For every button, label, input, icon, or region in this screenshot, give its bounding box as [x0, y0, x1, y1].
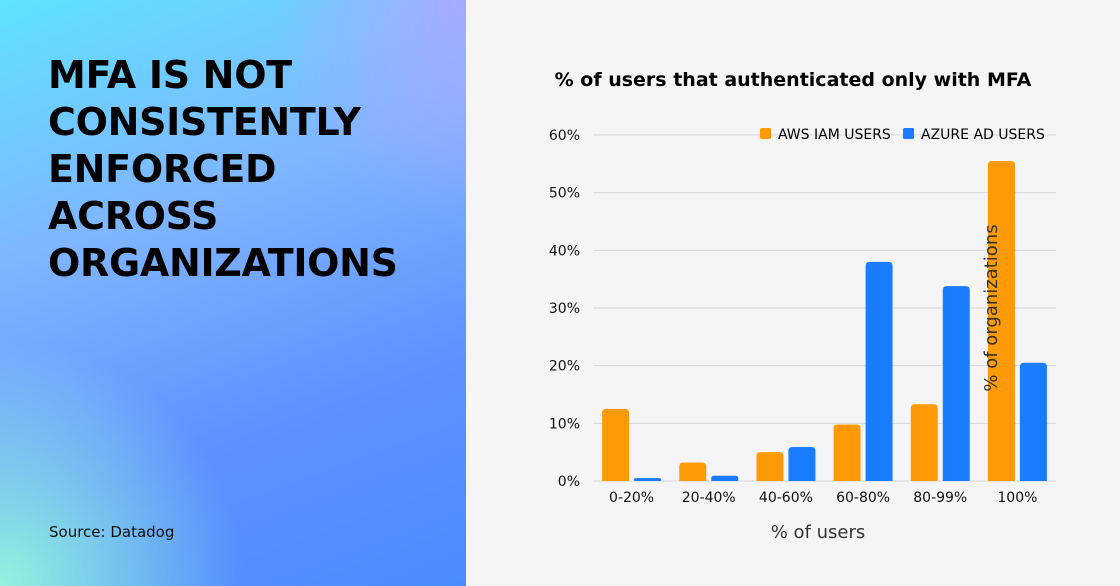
headline: MFA IS NOT CONSISTENTLY ENFORCED ACROSS …: [48, 53, 398, 285]
bar-aws-5: [987, 160, 1015, 481]
y-axis-label: % of organizations: [981, 224, 1002, 391]
bar-azure-5: [1019, 362, 1047, 481]
chart-panel: % of users that authenticated only with …: [466, 0, 1120, 586]
x-tick-layer: 0-20% 20-40% 40-60% 60-80% 80-99% 100%: [609, 490, 1037, 506]
legend: AWS IAM USERS AZURE AD USERS: [760, 127, 1045, 143]
legend-swatch-aws: [760, 128, 771, 139]
grid-layer: 0% 10% 20% 30% 40% 50% 60%: [549, 128, 1056, 490]
left-panel: MFA IS NOT CONSISTENTLY ENFORCED ACROSS …: [0, 0, 466, 586]
legend-swatch-azure: [903, 128, 914, 139]
y-tick-label: 20%: [549, 359, 580, 375]
x-tick-label: 100%: [997, 490, 1037, 506]
bar-azure-3: [865, 261, 893, 481]
legend-label-azure: AZURE AD USERS: [921, 127, 1045, 143]
bar-aws-2: [756, 452, 784, 481]
y-tick-label: 50%: [549, 186, 580, 202]
x-tick-label: 40-60%: [759, 490, 813, 506]
x-tick-label: 0-20%: [609, 490, 654, 506]
bar-chart: % of users that authenticated only with …: [549, 69, 1056, 543]
y-tick-label: 0%: [558, 474, 580, 490]
bar-aws-4: [910, 404, 938, 481]
bar-aws-1: [679, 462, 707, 481]
legend-label-aws: AWS IAM USERS: [778, 127, 891, 143]
bar-azure-2: [788, 446, 816, 481]
y-tick-label: 10%: [549, 416, 580, 432]
x-tick-label: 20-40%: [682, 490, 736, 506]
y-tick-label: 60%: [549, 128, 580, 144]
bar-aws-3: [833, 424, 861, 481]
x-tick-label: 80-99%: [913, 490, 967, 506]
y-tick-label: 40%: [549, 243, 580, 259]
bars-layer: [602, 160, 1047, 481]
bar-aws-0: [602, 408, 630, 481]
chart-title: % of users that authenticated only with …: [555, 69, 1032, 91]
bar-azure-4: [942, 286, 970, 481]
x-tick-label: 60-80%: [836, 490, 890, 506]
source-note: Source: Datadog: [49, 523, 175, 541]
y-tick-label: 30%: [549, 301, 580, 317]
bar-azure-1: [711, 475, 739, 481]
x-axis-label: % of users: [771, 522, 866, 543]
bar-azure-0: [634, 478, 662, 481]
